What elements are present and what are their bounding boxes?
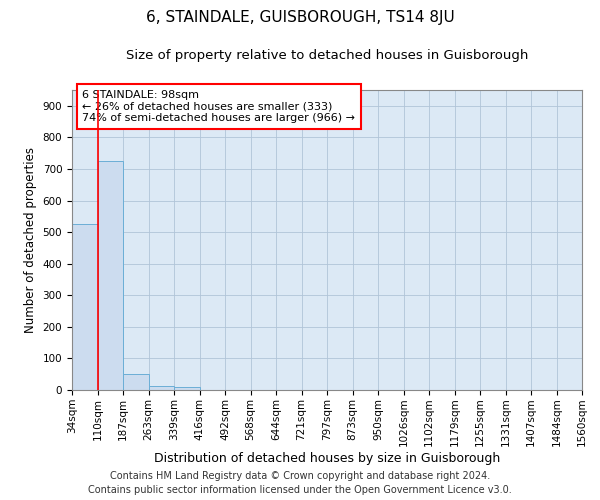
Title: Size of property relative to detached houses in Guisborough: Size of property relative to detached ho… — [126, 50, 528, 62]
Text: 6, STAINDALE, GUISBOROUGH, TS14 8JU: 6, STAINDALE, GUISBOROUGH, TS14 8JU — [146, 10, 454, 25]
Bar — [149, 386, 174, 390]
Y-axis label: Number of detached properties: Number of detached properties — [24, 147, 37, 333]
Bar — [72, 224, 97, 390]
Bar — [97, 161, 123, 390]
Bar — [123, 374, 149, 390]
X-axis label: Distribution of detached houses by size in Guisborough: Distribution of detached houses by size … — [154, 452, 500, 465]
Text: Contains HM Land Registry data © Crown copyright and database right 2024.
Contai: Contains HM Land Registry data © Crown c… — [88, 471, 512, 495]
Text: 6 STAINDALE: 98sqm
← 26% of detached houses are smaller (333)
74% of semi-detach: 6 STAINDALE: 98sqm ← 26% of detached hou… — [82, 90, 355, 123]
Bar — [174, 388, 199, 390]
